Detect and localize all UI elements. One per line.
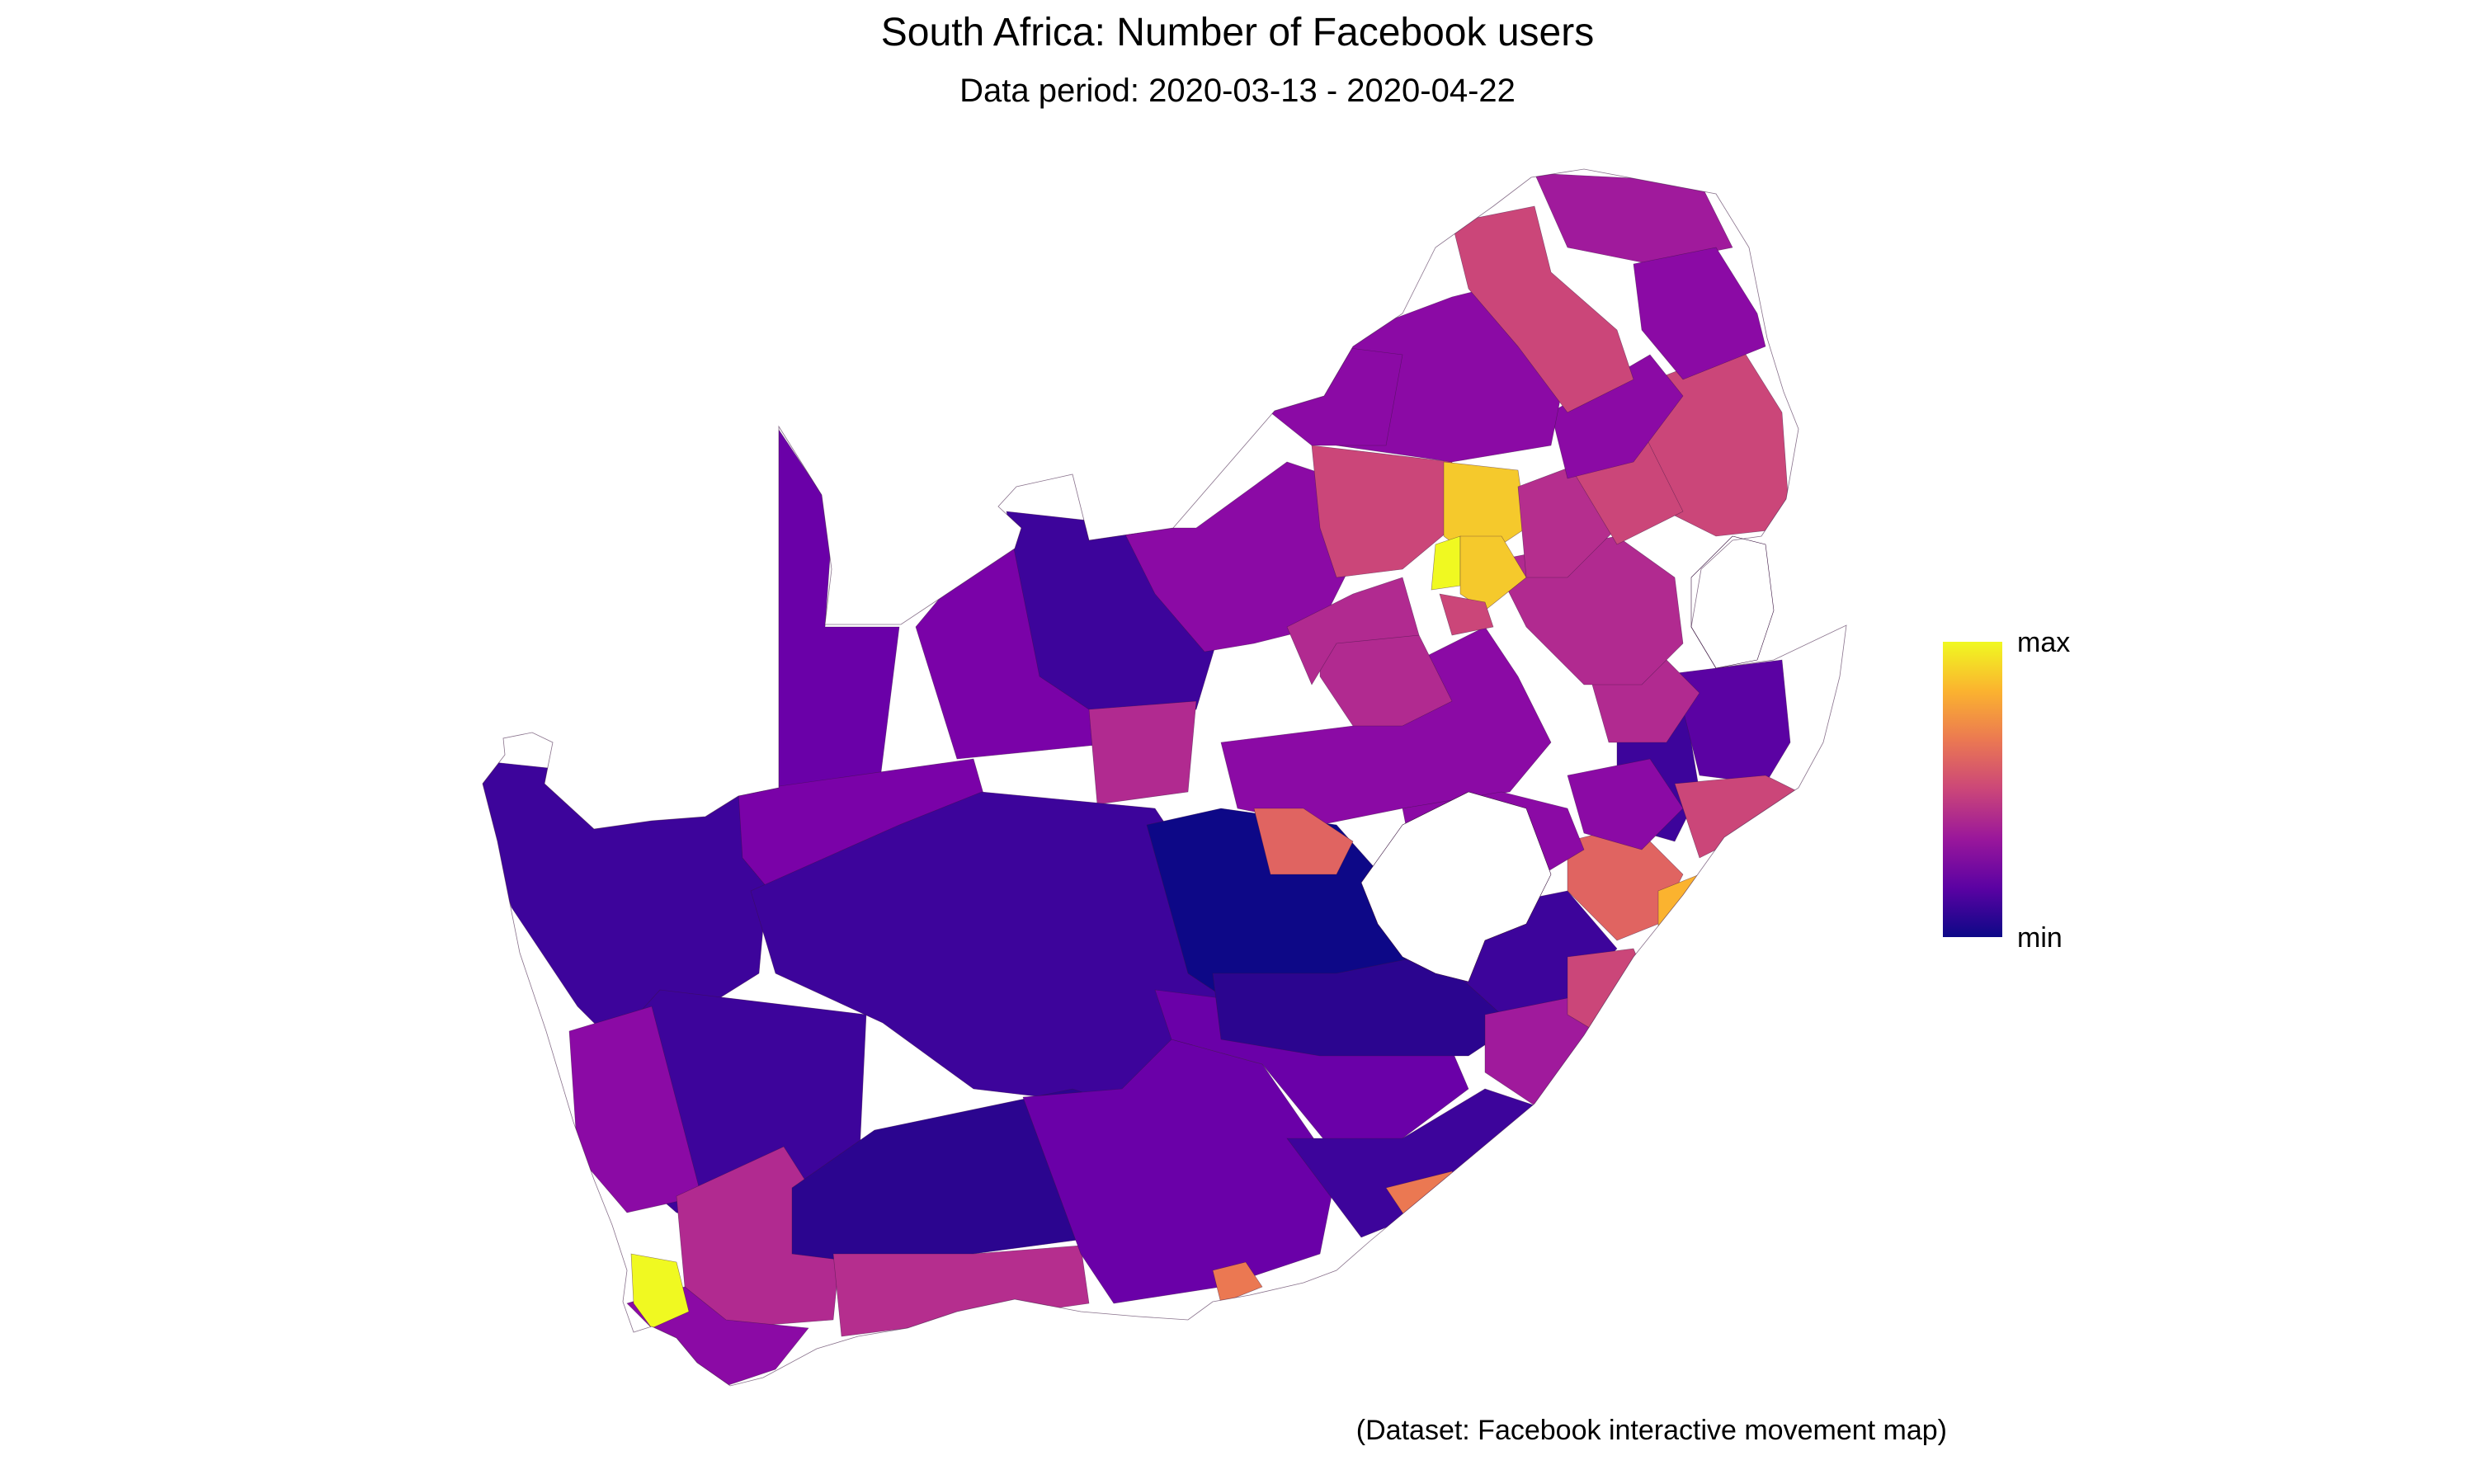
district-region — [1088, 700, 1197, 805]
eswatini-enclave — [1690, 535, 1775, 669]
district-region — [1286, 577, 1420, 685]
district-region — [832, 1245, 1090, 1337]
district-region — [1439, 593, 1494, 636]
district-region — [1459, 535, 1527, 611]
country-outline — [482, 168, 1847, 1387]
district-region — [1022, 1039, 1337, 1304]
district-region — [1492, 535, 1684, 685]
district-region — [1212, 1261, 1263, 1304]
district-region — [1311, 445, 1453, 578]
lesotho-enclave — [1360, 791, 1552, 982]
district-region — [1567, 758, 1684, 850]
district-region — [1121, 461, 1354, 652]
district-region — [1253, 808, 1354, 875]
district-region — [1270, 346, 1403, 446]
map-subtitle: Data period: 2020-03-13 - 2020-04-22 — [959, 73, 1516, 109]
legend-colorbar — [1943, 642, 2002, 937]
district-region — [1431, 535, 1461, 591]
district-region — [630, 1253, 690, 1329]
district-region — [1550, 354, 1684, 479]
legend-max-label: max — [2017, 627, 2071, 658]
legend-min-label: min — [2017, 922, 2062, 954]
map-title: South Africa: Number of Facebook users — [880, 11, 1595, 54]
district-region — [1451, 205, 1634, 413]
district-region — [1674, 775, 1799, 859]
district-region — [750, 412, 900, 826]
dataset-caption: (Dataset: Facebook interactive movement … — [1355, 1415, 1947, 1446]
district-region — [1633, 247, 1766, 380]
